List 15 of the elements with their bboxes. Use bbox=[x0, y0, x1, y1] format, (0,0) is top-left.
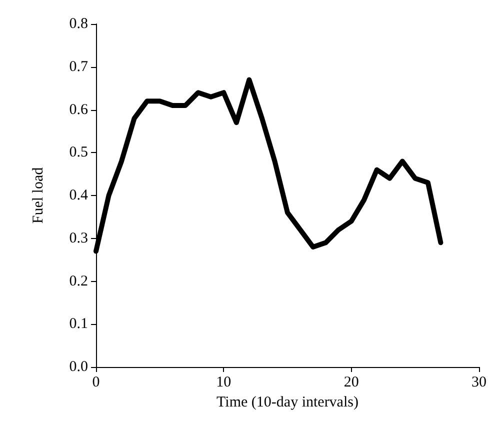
y-axis-title: Fuel load bbox=[30, 166, 46, 224]
y-tick-label: 0.6 bbox=[69, 102, 88, 118]
y-tick-label: 0.7 bbox=[69, 58, 88, 75]
x-tick-label: 0 bbox=[92, 374, 100, 390]
y-tick-label: 0.1 bbox=[69, 316, 88, 332]
y-tick-label: 0.8 bbox=[69, 16, 88, 32]
y-tick-label: 0.5 bbox=[69, 144, 88, 161]
y-tick-label: 0.4 bbox=[69, 188, 88, 204]
x-tick-label: 10 bbox=[216, 374, 232, 390]
x-axis-title: Time (10-day intervals) bbox=[216, 394, 358, 410]
y-tick-label: 0.3 bbox=[69, 230, 88, 246]
y-tick-label: 0.2 bbox=[69, 273, 88, 290]
y-tick-label: 0.0 bbox=[69, 359, 88, 375]
x-tick-label: 30 bbox=[472, 374, 486, 390]
x-tick-label: 20 bbox=[344, 374, 359, 390]
